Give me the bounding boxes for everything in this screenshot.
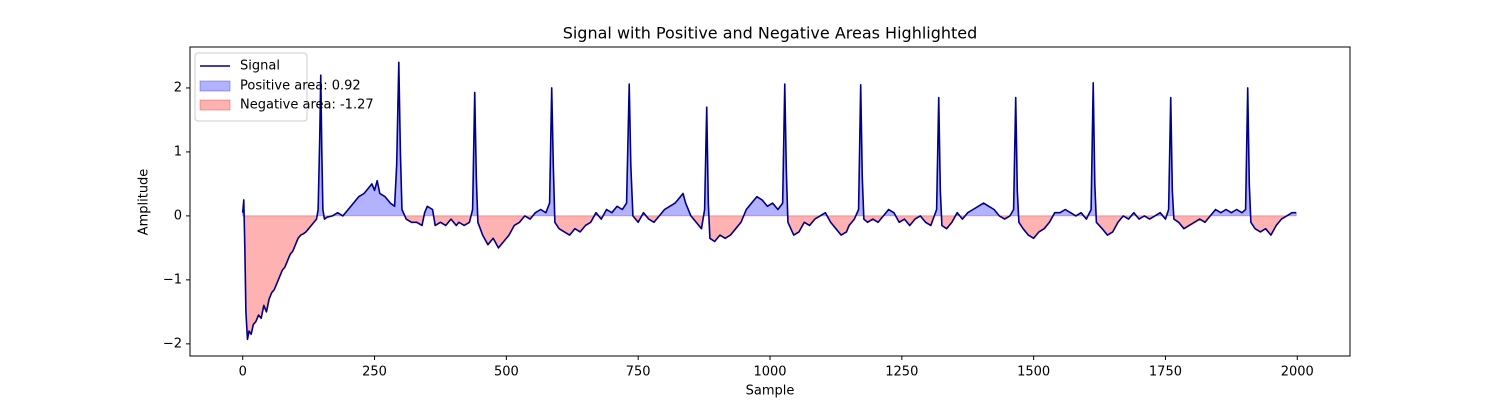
x-tick-label: 2000 bbox=[1281, 365, 1314, 380]
y-tick-label: −1 bbox=[163, 272, 182, 287]
y-tick-label: 0 bbox=[174, 208, 182, 223]
y-tick-label: 2 bbox=[174, 80, 182, 95]
signal-line bbox=[241, 61, 1297, 341]
x-tick-label: 250 bbox=[362, 365, 387, 380]
x-tick-label: 1250 bbox=[885, 365, 918, 380]
legend-label: Positive area: 0.92 bbox=[240, 79, 361, 94]
x-tick-label: 500 bbox=[494, 365, 519, 380]
area-positive bbox=[242, 62, 1297, 216]
x-tick-label: 1750 bbox=[1149, 365, 1182, 380]
legend-patch bbox=[199, 80, 231, 92]
legend-box bbox=[194, 52, 308, 122]
plot-frame bbox=[189, 46, 1351, 357]
chart-title: Signal with Positive and Negative Areas … bbox=[563, 24, 978, 43]
x-tick-label: 1000 bbox=[753, 365, 786, 380]
legend-label: Negative area: -1.27 bbox=[240, 98, 374, 113]
y-tick-label: −2 bbox=[163, 336, 182, 351]
legend-patch bbox=[199, 99, 231, 111]
x-tick-label: 0 bbox=[239, 365, 247, 380]
x-tick-label: 1500 bbox=[1017, 365, 1050, 380]
x-axis-label: Sample bbox=[746, 384, 795, 399]
x-tick-label: 750 bbox=[626, 365, 651, 380]
legend-label: Signal bbox=[240, 59, 280, 74]
y-tick-label: 1 bbox=[174, 144, 182, 159]
y-axis-label: Amplitude bbox=[137, 169, 152, 236]
